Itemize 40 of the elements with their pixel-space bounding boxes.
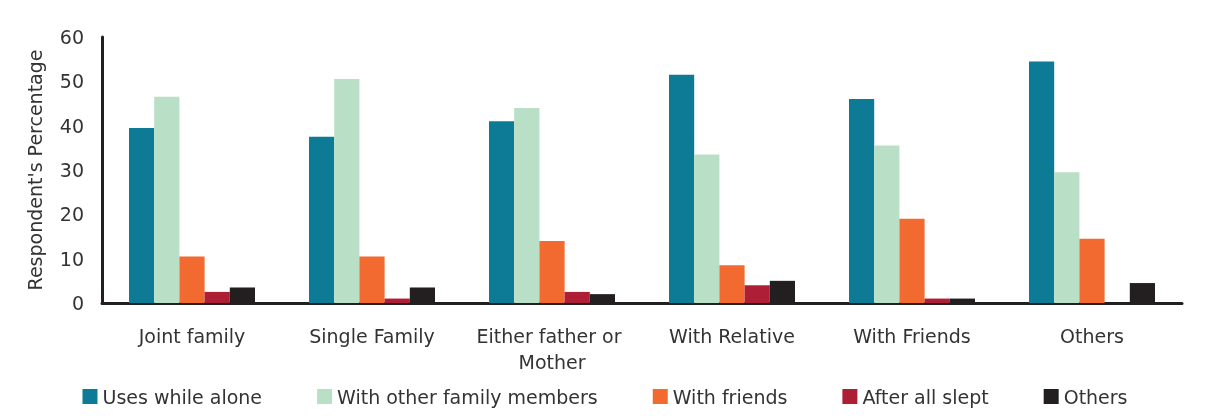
y-tick-label: 50 (59, 70, 84, 93)
bar (204, 291, 230, 303)
bar (129, 127, 155, 303)
y-tick-label: 0 (71, 292, 84, 314)
x-tick-label: With Friends (853, 325, 971, 347)
bar (744, 285, 770, 303)
bar (539, 240, 565, 303)
bar (309, 136, 335, 303)
bar (1029, 61, 1055, 303)
bar (899, 218, 925, 303)
bar (489, 121, 515, 303)
bar (564, 291, 590, 303)
y-tick-label: 40 (59, 114, 84, 137)
y-tick-label: 30 (59, 159, 84, 181)
legend-label: Uses while alone (102, 385, 263, 408)
legend-label: With friends (672, 385, 788, 408)
bar (874, 145, 900, 303)
x-tick-label: Others (1060, 325, 1124, 347)
bar (514, 107, 540, 303)
bar (154, 96, 180, 303)
y-tick-label: 20 (59, 203, 84, 226)
legend-label: With other family members (337, 385, 598, 408)
bar (669, 74, 695, 303)
bar (1054, 172, 1080, 303)
bar (694, 154, 720, 303)
bar (359, 256, 385, 303)
y-tick-label: 60 (59, 26, 84, 48)
x-tick-label: Single Family (309, 325, 435, 347)
bar (334, 79, 360, 303)
bar (1079, 238, 1105, 303)
x-tick-label: With Relative (669, 325, 795, 347)
y-tick-label: 10 (59, 247, 84, 270)
legend-label: Others (1063, 385, 1128, 408)
bar (849, 99, 875, 303)
bar (179, 256, 205, 303)
x-tick-label: Joint family (137, 325, 246, 347)
y-axis-title: Respondent's Percentage (23, 49, 46, 291)
legend-label: After all slept (862, 385, 989, 408)
x-tick-label: Either father or Mother (476, 325, 628, 373)
bar (719, 265, 745, 303)
